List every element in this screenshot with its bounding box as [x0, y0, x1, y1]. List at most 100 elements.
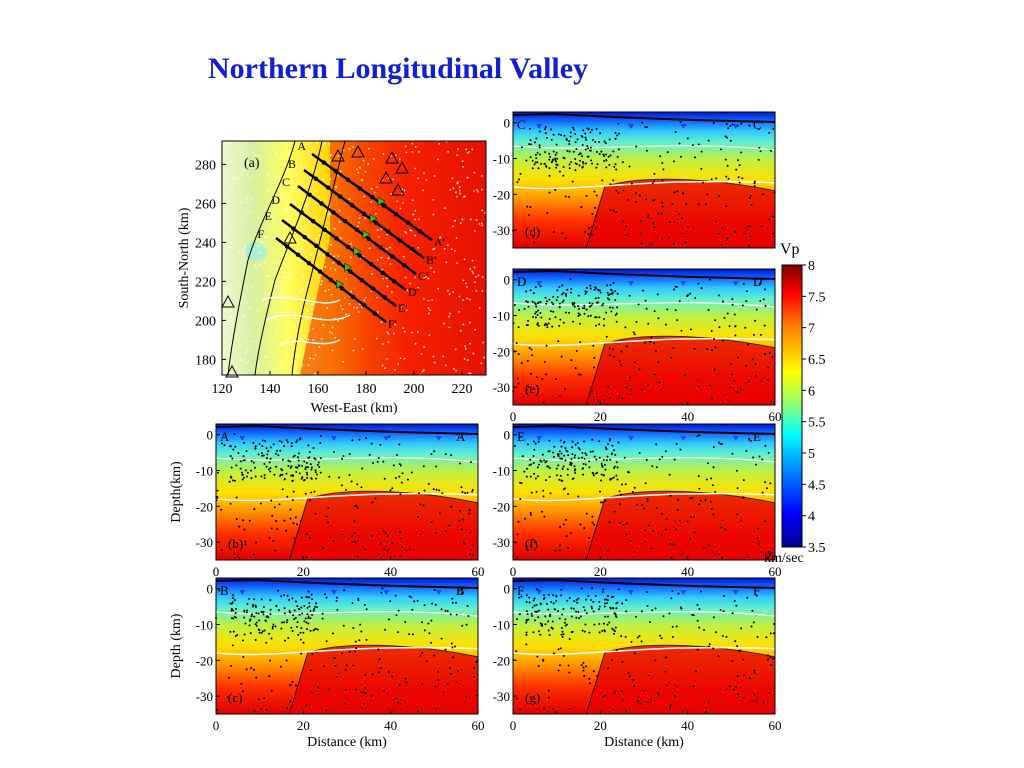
earthquake-dot: [529, 475, 532, 478]
earthquake-dot: [738, 164, 741, 167]
earthquake-dot: [714, 631, 717, 634]
earthquake-dot: [557, 340, 560, 343]
earthquake-dot: [585, 194, 588, 197]
earthquake-dot: [533, 448, 536, 451]
earthquake-dot: [610, 453, 613, 456]
earthquake-dot: [635, 615, 638, 618]
map-speck: [368, 247, 371, 250]
section-start-label: E: [517, 429, 525, 444]
earthquake-dot: [658, 381, 661, 384]
earthquake-dot: [653, 172, 656, 175]
map-speck: [389, 246, 391, 249]
earthquake-dot: [250, 469, 253, 472]
earthquake-dot: [544, 615, 547, 618]
earthquake-dot: [588, 466, 591, 469]
map-speck: [331, 326, 334, 329]
section-panel-label: (e): [525, 381, 539, 396]
earthquake-dot: [740, 519, 743, 522]
earthquake-dot: [603, 602, 606, 605]
earthquake-dot: [230, 602, 233, 605]
section-y-tick-label: -30: [493, 535, 510, 550]
map-speck: [320, 280, 323, 282]
earthquake-dot: [399, 464, 402, 467]
earthquake-dot: [529, 156, 532, 159]
earthquake-dot: [581, 629, 584, 632]
earthquake-dot: [241, 639, 244, 642]
map-speck: [396, 200, 399, 203]
earthquake-dot: [419, 533, 422, 536]
map-speck: [403, 255, 405, 258]
earthquake-dot: [533, 301, 536, 304]
earthquake-dot: [291, 499, 294, 502]
map-speck: [328, 143, 331, 145]
earthquake-dot: [461, 518, 464, 521]
earthquake-dot: [317, 461, 320, 464]
profile-node: [348, 269, 353, 274]
section-start-label: C: [517, 117, 526, 132]
earthquake-dot: [582, 462, 585, 465]
map-speck: [452, 225, 454, 228]
earthquake-dot: [405, 549, 408, 552]
earthquake-dot: [249, 618, 252, 621]
earthquake-dot: [737, 693, 740, 696]
earthquake-dot: [560, 479, 563, 482]
map-panel: AA'BB'CC'DD'EE'FF' (a) 120 140 160 180 200 22…: [177, 139, 487, 416]
earthquake-dot: [300, 596, 303, 599]
earthquake-dot: [575, 599, 578, 602]
earthquake-dot: [594, 297, 597, 300]
earthquake-dot: [615, 189, 618, 192]
earthquake-dot: [592, 472, 595, 475]
earthquake-dot: [451, 646, 454, 649]
earthquake-dot: [254, 445, 257, 448]
earthquake-dot: [410, 471, 413, 474]
earthquake-dot: [721, 300, 724, 303]
earthquake-dot: [296, 605, 299, 608]
earthquake-dot: [342, 624, 345, 627]
earthquake-dot: [679, 606, 682, 609]
earthquake-dot: [410, 596, 413, 599]
profile-node: [336, 260, 342, 266]
earthquake-dot: [707, 309, 710, 312]
earthquake-dot: [686, 226, 689, 229]
map-speck: [357, 171, 360, 174]
map-speck: [350, 290, 353, 293]
earthquake-dot: [520, 482, 523, 485]
map-contours: [227, 140, 346, 376]
earthquake-dot: [586, 127, 589, 130]
map-speck: [281, 151, 284, 154]
earthquake-dot: [525, 290, 528, 293]
earthquake-dot: [563, 387, 566, 390]
earthquake-dot: [697, 475, 700, 478]
map-speck: [373, 191, 376, 194]
earthquake-dot: [764, 444, 767, 447]
earthquake-dot: [280, 441, 283, 444]
earthquake-dot: [771, 215, 774, 218]
earthquake-dot: [350, 535, 353, 538]
earthquake-dot: [246, 609, 249, 612]
earthquake-dot: [537, 616, 540, 619]
section-panel-label: (c): [228, 690, 242, 705]
earthquake-dot: [668, 236, 671, 239]
earthquake-dot: [579, 152, 582, 155]
map-speck: [271, 261, 274, 264]
earthquake-dot: [631, 490, 634, 493]
earthquake-dot: [609, 283, 612, 286]
earthquake-dot: [548, 174, 551, 177]
map-speck: [326, 307, 329, 309]
earthquake-dot: [683, 374, 686, 377]
earthquake-dot: [240, 682, 243, 685]
map-speck: [471, 148, 474, 151]
earthquake-dot: [387, 670, 390, 673]
map-speck: [259, 251, 262, 254]
earthquake-dot: [544, 623, 547, 626]
map-speck: [364, 296, 367, 299]
earthquake-dot: [585, 308, 588, 311]
earthquake-dot: [609, 208, 612, 211]
earthquake-dot: [564, 293, 567, 296]
earthquake-dot: [767, 366, 770, 369]
earthquake-dot: [768, 351, 771, 354]
station-triangle: [331, 148, 345, 162]
earthquake-dot: [536, 309, 539, 312]
map-speck: [318, 346, 321, 348]
map-speck: [478, 223, 481, 225]
